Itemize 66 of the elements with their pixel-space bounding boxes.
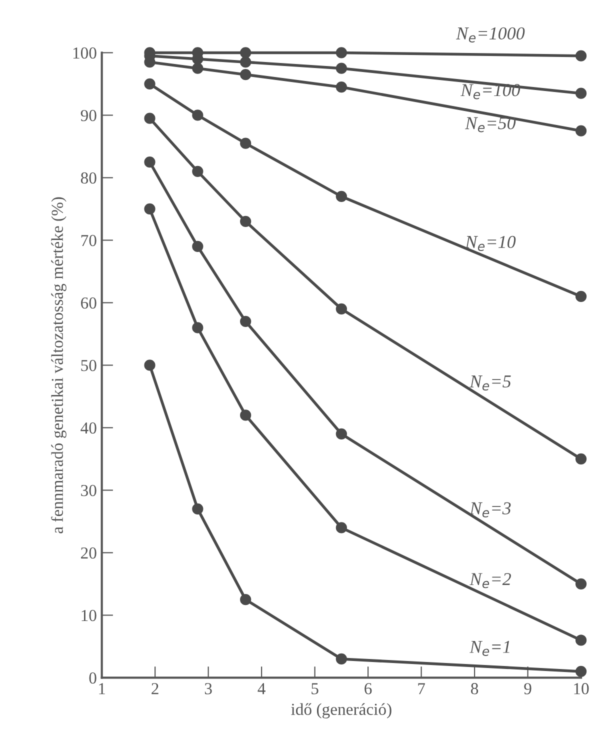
point bbox=[575, 88, 587, 99]
point bbox=[144, 360, 156, 371]
point bbox=[575, 453, 587, 465]
x-tick-label: 7 bbox=[418, 683, 425, 694]
point bbox=[192, 503, 204, 515]
point bbox=[192, 110, 204, 121]
y-tick-label: 80 bbox=[80, 172, 96, 184]
point bbox=[575, 634, 587, 646]
series-label: N$_{e}$=2 bbox=[470, 573, 511, 588]
point bbox=[144, 203, 156, 215]
point bbox=[336, 47, 347, 58]
point bbox=[240, 316, 252, 328]
point bbox=[336, 522, 347, 534]
y-tick-label: 90 bbox=[80, 110, 96, 122]
point bbox=[336, 82, 347, 93]
point bbox=[240, 594, 252, 606]
point bbox=[240, 47, 252, 58]
x-tick-label: 9 bbox=[524, 683, 532, 694]
point bbox=[240, 216, 252, 228]
x-tick-label: 8 bbox=[471, 683, 478, 694]
x-tick-label: 6 bbox=[364, 683, 372, 694]
point bbox=[575, 578, 587, 590]
point bbox=[144, 78, 156, 90]
point bbox=[240, 56, 252, 68]
y-tick-label: 100 bbox=[73, 47, 96, 59]
x-tick-label: 2 bbox=[152, 683, 158, 694]
point bbox=[575, 290, 587, 302]
point bbox=[336, 653, 347, 665]
y-tick-label: 0 bbox=[89, 672, 96, 684]
series-label: N$_{e}$=1000 bbox=[456, 27, 525, 42]
y-tick-label: 50 bbox=[81, 360, 96, 372]
point bbox=[240, 69, 252, 80]
point bbox=[336, 428, 347, 440]
y-tick-label: 60 bbox=[81, 297, 96, 309]
y-tick-label: 70 bbox=[81, 234, 96, 246]
point bbox=[192, 62, 204, 74]
point bbox=[336, 62, 347, 74]
y-tick-label: 40 bbox=[80, 422, 96, 434]
x-tick-label: 5 bbox=[312, 683, 318, 694]
point bbox=[336, 190, 347, 202]
series-label: N$_{e}$=5 bbox=[470, 376, 511, 391]
series-label: N$_{e}$=50 bbox=[465, 117, 516, 132]
point bbox=[575, 666, 587, 678]
point bbox=[144, 156, 156, 168]
y-tick-label: 10 bbox=[82, 610, 96, 622]
x-tick-label: 1 bbox=[99, 683, 105, 694]
series-label: N$_{e}$=1 bbox=[470, 640, 510, 656]
series-label: N$_{e}$=100 bbox=[460, 84, 520, 100]
series-label: N$_{e}$=10 bbox=[465, 236, 516, 252]
point bbox=[192, 166, 204, 178]
x-axis-title: idő (generáció) bbox=[291, 703, 392, 718]
x-tick-label: 3 bbox=[204, 683, 212, 694]
point bbox=[144, 112, 156, 124]
point bbox=[192, 240, 204, 252]
point bbox=[240, 138, 252, 149]
x-tick-label: 4 bbox=[258, 683, 266, 694]
y-tick-label: 20 bbox=[81, 547, 96, 559]
point bbox=[336, 303, 347, 315]
y-tick-label: 30 bbox=[81, 484, 96, 496]
series-label: N$_{e}$=3 bbox=[470, 502, 511, 518]
x-tick-label: 10 bbox=[574, 683, 589, 694]
point bbox=[575, 125, 587, 136]
point bbox=[240, 410, 252, 421]
point bbox=[575, 50, 587, 62]
point bbox=[192, 322, 204, 334]
y-axis-title: a fennmaradó genetikai változatosság mértéke (%) bbox=[51, 197, 66, 534]
